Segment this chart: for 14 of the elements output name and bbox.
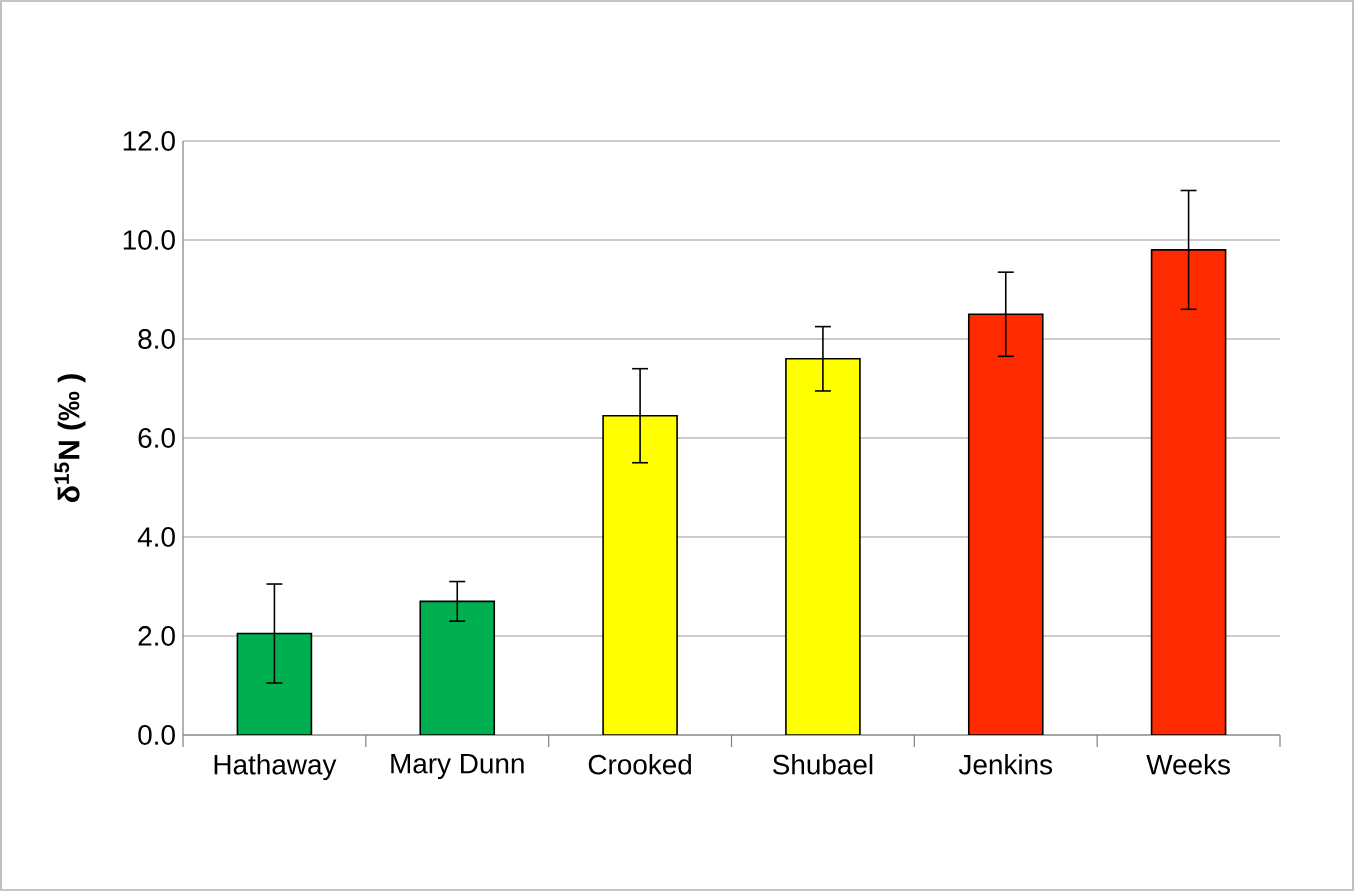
x-tick-label: Weeks xyxy=(1146,754,1230,775)
y-tick-label: 6.0 xyxy=(138,428,175,448)
x-tick-label: Shubael xyxy=(773,754,873,775)
x-tick-label: Crooked xyxy=(588,754,691,775)
x-tick-label: Jenkins xyxy=(958,754,1053,775)
y-axis-title: δ$^{15}$N (‰ ) xyxy=(54,374,86,502)
y-tick-label: 2.0 xyxy=(138,626,175,646)
x-tick-label: Mary Dunn xyxy=(391,754,524,780)
y-tick-label: 4.0 xyxy=(137,527,175,547)
y-tick-label: 0.0 xyxy=(138,725,175,745)
x-tick-label: Hathaway xyxy=(214,754,337,781)
y-tick-label: 8.0 xyxy=(138,329,175,349)
y-tick-label: 10.0 xyxy=(123,230,175,250)
y-tick-label: 12.0 xyxy=(123,131,175,151)
